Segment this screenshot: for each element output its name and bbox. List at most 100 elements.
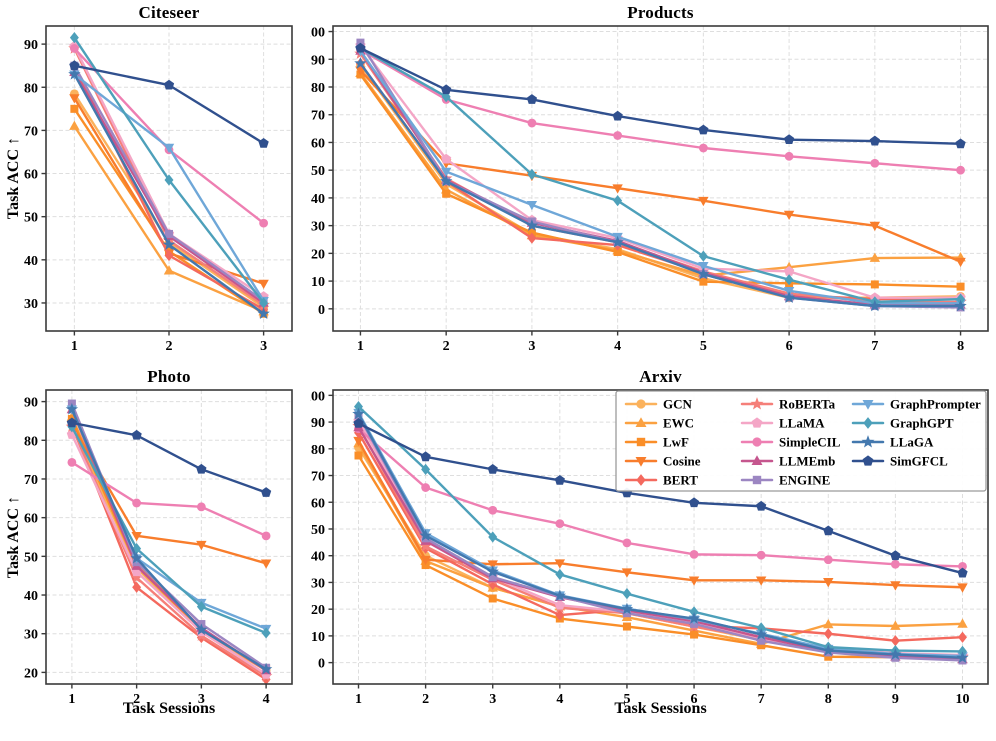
x-axis-label-photo: Task Sessions <box>122 700 216 717</box>
svg-text:90: 90 <box>311 53 325 68</box>
series-RoBERTa <box>65 420 273 682</box>
svg-text:5: 5 <box>700 339 707 354</box>
chart-citeseer: 1 2 3 30 40 50 60 70 80 90 <box>24 25 293 354</box>
svg-text:80: 80 <box>311 443 325 458</box>
legend-entry-GCN: GCN <box>624 397 693 412</box>
subplot-title-citeseer: Citeseer <box>138 3 200 22</box>
svg-text:20: 20 <box>311 247 325 262</box>
svg-text:LwF: LwF <box>663 435 689 450</box>
svg-text:10: 10 <box>311 275 325 290</box>
svg-text:20: 20 <box>24 666 38 681</box>
series-Cosine <box>66 420 272 569</box>
legend-entry-Cosine: Cosine <box>624 454 701 469</box>
svg-text:GCN: GCN <box>663 397 693 412</box>
svg-text:30: 30 <box>311 220 325 235</box>
subplot-title-products: Products <box>627 3 694 22</box>
svg-text:5: 5 <box>623 692 630 707</box>
series-LwF <box>67 415 271 674</box>
svg-text:0: 0 <box>318 303 325 318</box>
axis-ticks <box>328 394 964 689</box>
svg-text:80: 80 <box>24 81 38 96</box>
svg-text:0: 0 <box>318 657 325 672</box>
svg-text:1: 1 <box>357 339 364 354</box>
axes-frame <box>332 25 989 332</box>
svg-text:90: 90 <box>311 416 325 431</box>
y-axis-label-bottom: Task ACC ↑ <box>5 495 22 579</box>
series-LLaGA <box>354 56 967 312</box>
svg-text:SimpleCIL: SimpleCIL <box>779 435 841 450</box>
svg-text:3: 3 <box>528 339 535 354</box>
series-GCN <box>67 420 271 675</box>
svg-text:70: 70 <box>311 109 325 124</box>
subplot-title-arxiv: Arxiv <box>639 367 682 386</box>
svg-text:8: 8 <box>825 692 832 707</box>
svg-text:100: 100 <box>310 389 325 404</box>
subplot-title-photo: Photo <box>147 367 191 386</box>
svg-text:Cosine: Cosine <box>663 454 701 469</box>
svg-text:1: 1 <box>355 692 362 707</box>
svg-text:2: 2 <box>133 692 140 707</box>
svg-text:1: 1 <box>68 692 75 707</box>
svg-text:3: 3 <box>489 692 496 707</box>
series-SimGFCL <box>69 60 269 148</box>
tick-labels: 123456789100102030405060708090100 <box>304 389 969 707</box>
tick-labels: 1 2 3 4 20 30 40 50 60 70 80 90 <box>24 396 270 707</box>
legend-entry-LLMEmb: LLMEmb <box>740 454 835 469</box>
svg-text:4: 4 <box>556 692 563 707</box>
svg-text:30: 30 <box>24 297 38 312</box>
series-GraphGPT <box>69 32 269 309</box>
svg-text:30: 30 <box>311 576 325 591</box>
svg-text:70: 70 <box>24 124 38 139</box>
svg-text:60: 60 <box>311 136 325 151</box>
svg-text:80: 80 <box>24 434 38 449</box>
axis-ticks <box>41 43 265 336</box>
svg-text:3: 3 <box>260 339 267 354</box>
tick-labels: 123456780102030405060708090100 <box>304 26 964 354</box>
svg-text:LLaMA: LLaMA <box>779 416 825 431</box>
legend-entry-ENGINE: ENGINE <box>740 473 830 488</box>
svg-text:30: 30 <box>24 628 38 643</box>
series-SimGFCL <box>353 418 968 578</box>
axis-ticks <box>328 30 962 336</box>
svg-text:40: 40 <box>24 589 38 604</box>
series-LLaGA <box>68 67 270 319</box>
series-SimpleCIL <box>354 424 967 571</box>
legend: GCN EWC LwF Cosine BERT RoBERTa LLaMA SimpleCIL… <box>615 390 987 492</box>
svg-text:50: 50 <box>24 550 38 565</box>
series-LLaGA <box>65 402 273 675</box>
legend-entry-GraphPrompter: GraphPrompter <box>851 397 981 412</box>
series-SimGFCL <box>355 42 966 149</box>
svg-text:2: 2 <box>166 339 173 354</box>
legend-entry-SimpleCIL: SimpleCIL <box>740 435 841 450</box>
subplot-arxiv: 123456789100102030405060708090100GCNEWCL… <box>304 370 996 741</box>
svg-text:4: 4 <box>263 692 270 707</box>
svg-text:70: 70 <box>24 473 38 488</box>
svg-text:ENGINE: ENGINE <box>779 473 830 488</box>
svg-text:1: 1 <box>71 339 78 354</box>
svg-text:8: 8 <box>957 339 964 354</box>
axes-frame <box>332 389 989 685</box>
legend-entry-SimGFCL: SimGFCL <box>851 454 948 469</box>
svg-text:EWC: EWC <box>663 416 694 431</box>
svg-text:3: 3 <box>198 692 205 707</box>
series-SimGFCL <box>66 417 272 497</box>
svg-text:GraphGPT: GraphGPT <box>890 416 954 431</box>
legend-entry-GraphGPT: GraphGPT <box>851 416 954 431</box>
svg-text:SimGFCL: SimGFCL <box>890 454 948 469</box>
svg-text:2: 2 <box>422 692 429 707</box>
axis-ticks <box>41 400 267 689</box>
chart-products: 123456780102030405060708090100 <box>304 25 989 354</box>
svg-text:50: 50 <box>24 211 38 226</box>
svg-text:60: 60 <box>24 168 38 183</box>
chart-photo: 1 2 3 4 20 30 40 50 60 70 80 90 <box>24 389 293 707</box>
svg-text:20: 20 <box>311 603 325 618</box>
svg-text:9: 9 <box>892 692 899 707</box>
svg-text:RoBERTa: RoBERTa <box>779 397 836 412</box>
y-axis-label-top: Task ACC ↑ <box>5 136 22 220</box>
svg-text:50: 50 <box>311 164 325 179</box>
svg-text:LLaGA: LLaGA <box>890 435 934 450</box>
svg-text:60: 60 <box>311 496 325 511</box>
svg-text:6: 6 <box>691 692 698 707</box>
svg-text:LLMEmb: LLMEmb <box>779 454 835 469</box>
